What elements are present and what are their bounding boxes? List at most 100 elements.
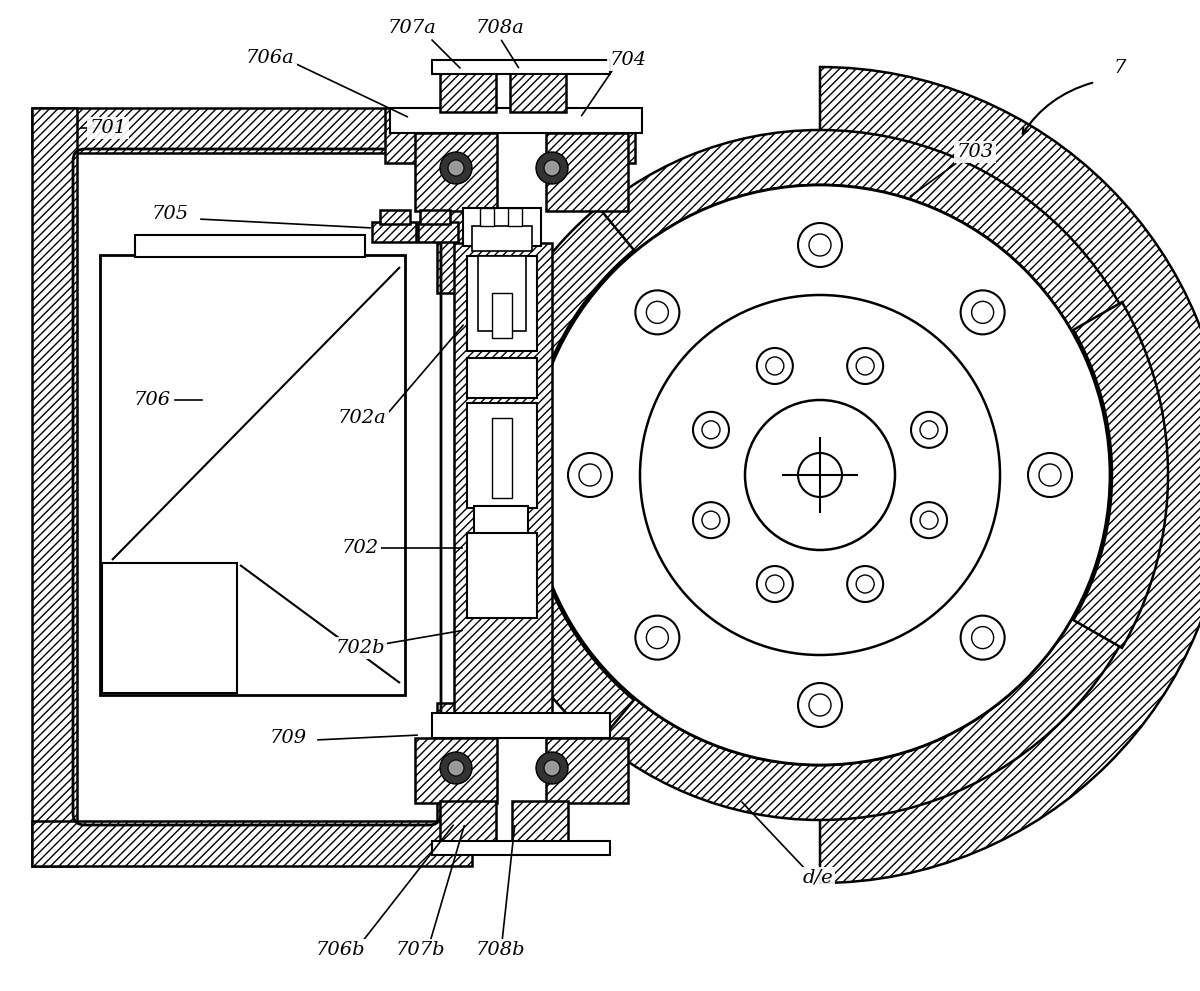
Circle shape — [972, 626, 994, 649]
Text: 707a: 707a — [388, 19, 437, 37]
Bar — [478, 256, 526, 331]
Bar — [32, 108, 77, 866]
Bar — [474, 506, 528, 536]
Circle shape — [766, 575, 784, 593]
Text: 709: 709 — [270, 729, 306, 747]
Circle shape — [692, 412, 728, 448]
Circle shape — [911, 412, 947, 448]
Text: d/e: d/e — [803, 869, 833, 887]
Bar — [467, 403, 538, 508]
Circle shape — [856, 357, 874, 375]
Circle shape — [440, 752, 472, 784]
Circle shape — [920, 511, 938, 529]
Bar — [102, 563, 238, 693]
Text: 702: 702 — [342, 539, 378, 557]
Bar — [418, 222, 458, 242]
Circle shape — [847, 566, 883, 602]
Bar — [467, 256, 538, 351]
Text: 706: 706 — [133, 391, 170, 409]
Circle shape — [536, 152, 568, 184]
Circle shape — [536, 752, 568, 784]
Circle shape — [530, 185, 1110, 765]
Circle shape — [647, 301, 668, 323]
Wedge shape — [820, 275, 1170, 676]
Bar — [467, 358, 538, 398]
Bar — [437, 703, 482, 821]
Text: 707b: 707b — [395, 941, 445, 959]
Circle shape — [692, 502, 728, 538]
Bar — [546, 133, 628, 211]
Circle shape — [635, 615, 679, 660]
Bar — [134, 235, 365, 257]
Text: 702b: 702b — [335, 639, 385, 657]
Bar — [415, 133, 497, 211]
Circle shape — [847, 348, 883, 384]
Circle shape — [745, 400, 895, 550]
Bar — [472, 226, 532, 251]
Circle shape — [635, 290, 679, 334]
Bar — [454, 243, 552, 713]
Bar — [415, 738, 497, 803]
Polygon shape — [472, 207, 634, 743]
Circle shape — [961, 615, 1004, 660]
Circle shape — [798, 683, 842, 727]
Bar — [432, 713, 610, 738]
Bar — [492, 293, 512, 338]
Text: 706a: 706a — [246, 49, 294, 67]
Bar — [480, 208, 494, 226]
Circle shape — [798, 453, 842, 497]
Circle shape — [798, 223, 842, 267]
Bar — [437, 108, 482, 293]
Circle shape — [448, 760, 464, 776]
Circle shape — [647, 626, 668, 649]
Bar — [467, 533, 538, 618]
Circle shape — [766, 357, 784, 375]
Bar — [512, 801, 568, 843]
Bar — [510, 70, 566, 112]
Bar — [492, 418, 512, 498]
Text: 708b: 708b — [475, 941, 524, 959]
Bar — [32, 108, 482, 153]
Bar — [100, 255, 406, 695]
Text: 704: 704 — [610, 51, 647, 69]
Bar — [440, 70, 496, 112]
Text: 708a: 708a — [475, 19, 524, 37]
Bar — [432, 841, 610, 855]
Circle shape — [640, 295, 1000, 655]
Text: 702a: 702a — [337, 409, 386, 427]
Bar — [372, 222, 416, 242]
Wedge shape — [820, 67, 1200, 883]
Bar — [508, 208, 522, 226]
Circle shape — [448, 160, 464, 176]
Circle shape — [961, 290, 1004, 334]
Circle shape — [530, 185, 1110, 765]
Circle shape — [809, 694, 830, 716]
Circle shape — [911, 502, 947, 538]
Bar — [432, 60, 610, 74]
Circle shape — [702, 421, 720, 439]
Circle shape — [809, 234, 830, 256]
Circle shape — [1028, 453, 1072, 497]
Bar — [420, 210, 450, 224]
Circle shape — [972, 301, 994, 323]
Circle shape — [440, 152, 472, 184]
Circle shape — [544, 160, 560, 176]
Polygon shape — [1074, 302, 1168, 648]
Circle shape — [1039, 464, 1061, 486]
Bar — [385, 108, 457, 163]
Text: 705: 705 — [151, 205, 188, 223]
Text: 703: 703 — [956, 143, 994, 161]
Text: 706b: 706b — [316, 941, 365, 959]
Circle shape — [702, 511, 720, 529]
Bar — [546, 738, 628, 803]
Bar — [558, 108, 635, 163]
Text: 7: 7 — [1114, 59, 1126, 77]
Circle shape — [757, 566, 793, 602]
Bar — [32, 821, 472, 866]
Bar — [380, 210, 410, 224]
Bar — [440, 801, 496, 843]
Circle shape — [568, 453, 612, 497]
Text: 701: 701 — [90, 119, 126, 137]
Circle shape — [920, 421, 938, 439]
Circle shape — [580, 464, 601, 486]
